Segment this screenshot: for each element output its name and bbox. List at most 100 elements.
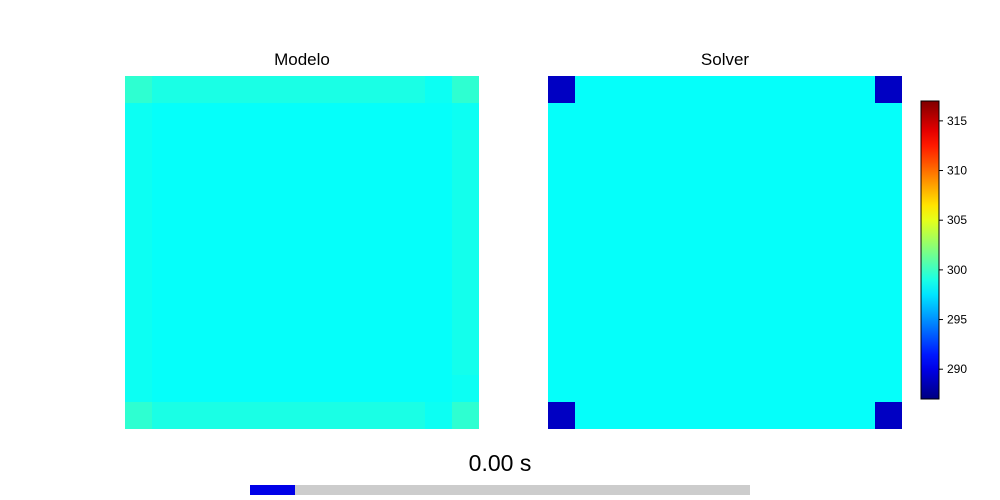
heatmap-cell xyxy=(848,157,875,185)
heatmap-cell xyxy=(288,185,316,212)
colorbar-tick-label: 305 xyxy=(947,213,967,227)
heatmap-cell xyxy=(397,76,425,103)
heatmap-cell xyxy=(630,157,657,185)
heatmap-cell xyxy=(657,130,684,157)
progress-bar xyxy=(250,485,750,495)
heatmap-cell xyxy=(602,76,630,103)
heatmap-cell xyxy=(684,293,711,320)
solver-heatmap xyxy=(548,76,902,429)
heatmap-cell xyxy=(370,76,397,103)
heatmap-cell xyxy=(684,130,711,157)
heatmap-cell xyxy=(602,348,630,375)
heatmap-cell xyxy=(630,348,657,375)
heatmap-cell xyxy=(820,130,848,157)
heatmap-cell xyxy=(207,375,234,402)
heatmap-cell xyxy=(370,185,397,212)
heatmap-cell xyxy=(766,348,793,375)
heatmap-cell xyxy=(602,266,630,293)
heatmap-cell xyxy=(630,266,657,293)
heatmap-cell xyxy=(261,157,288,185)
heatmap-cell xyxy=(234,348,261,375)
heatmap-cell xyxy=(793,320,820,348)
heatmap-cell xyxy=(207,157,234,185)
heatmap-cell xyxy=(793,375,820,402)
heatmap-cell xyxy=(766,76,793,103)
heatmap-cell xyxy=(234,185,261,212)
heatmap-cell xyxy=(397,375,425,402)
heatmap-cell xyxy=(820,402,848,429)
heatmap-cell xyxy=(739,239,766,266)
heatmap-cell xyxy=(425,348,452,375)
heatmap-cell xyxy=(820,375,848,402)
heatmap-cell xyxy=(316,239,343,266)
colorbar-tick-label: 295 xyxy=(947,313,967,327)
heatmap-cell xyxy=(425,212,452,239)
heatmap-cell xyxy=(575,157,602,185)
heatmap-cell xyxy=(125,157,152,185)
heatmap-cell xyxy=(711,348,739,375)
heatmap-cell xyxy=(452,157,479,185)
heatmap-cell xyxy=(152,76,179,103)
heatmap-cell xyxy=(657,402,684,429)
heatmap-cell xyxy=(848,76,875,103)
heatmap-cell xyxy=(425,103,452,130)
heatmap-cell xyxy=(207,266,234,293)
heatmap-cell xyxy=(316,212,343,239)
heatmap-cell xyxy=(548,76,575,103)
heatmap-cell xyxy=(179,76,207,103)
heatmap-cell xyxy=(739,348,766,375)
heatmap-cell xyxy=(343,402,370,429)
heatmap-cell xyxy=(848,212,875,239)
heatmap-cell xyxy=(766,266,793,293)
heatmap-cell xyxy=(793,76,820,103)
heatmap-cell xyxy=(261,212,288,239)
heatmap-cell xyxy=(711,320,739,348)
heatmap-cell xyxy=(875,375,902,402)
heatmap-cell xyxy=(848,103,875,130)
heatmap-cell xyxy=(234,76,261,103)
heatmap-cell xyxy=(316,293,343,320)
heatmap-cell xyxy=(397,103,425,130)
heatmap-cell xyxy=(548,402,575,429)
heatmap-cell xyxy=(875,76,902,103)
heatmap-cell xyxy=(793,185,820,212)
heatmap-cell xyxy=(152,375,179,402)
heatmap-cell xyxy=(452,130,479,157)
heatmap-cell xyxy=(261,130,288,157)
heatmap-cell xyxy=(234,293,261,320)
heatmap-cell xyxy=(316,185,343,212)
heatmap-cell xyxy=(793,239,820,266)
heatmap-cell xyxy=(575,266,602,293)
heatmap-cell xyxy=(684,402,711,429)
heatmap-cell xyxy=(630,320,657,348)
heatmap-cell xyxy=(179,130,207,157)
heatmap-cell xyxy=(602,185,630,212)
heatmap-cell xyxy=(179,293,207,320)
heatmap-cell xyxy=(739,293,766,320)
heatmap-cell xyxy=(684,185,711,212)
heatmap-cell xyxy=(452,103,479,130)
heatmap-cell xyxy=(820,348,848,375)
heatmap-cell xyxy=(875,130,902,157)
heatmap-cell xyxy=(602,103,630,130)
heatmap-cell xyxy=(207,320,234,348)
heatmap-cell xyxy=(179,402,207,429)
heatmap-cell xyxy=(711,185,739,212)
heatmap-cell xyxy=(207,76,234,103)
heatmap-cell xyxy=(343,239,370,266)
heatmap-cell xyxy=(848,239,875,266)
heatmap-cell xyxy=(739,320,766,348)
heatmap-cell xyxy=(207,239,234,266)
heatmap-cell xyxy=(739,130,766,157)
heatmap-cell xyxy=(630,293,657,320)
heatmap-cell xyxy=(261,293,288,320)
heatmap-cell xyxy=(370,266,397,293)
heatmap-cell xyxy=(288,103,316,130)
heatmap-cell xyxy=(630,239,657,266)
heatmap-cell xyxy=(125,212,152,239)
heatmap-cell xyxy=(316,130,343,157)
heatmap-cell xyxy=(125,130,152,157)
heatmap-cell xyxy=(657,266,684,293)
heatmap-cell xyxy=(452,212,479,239)
heatmap-cell xyxy=(316,76,343,103)
